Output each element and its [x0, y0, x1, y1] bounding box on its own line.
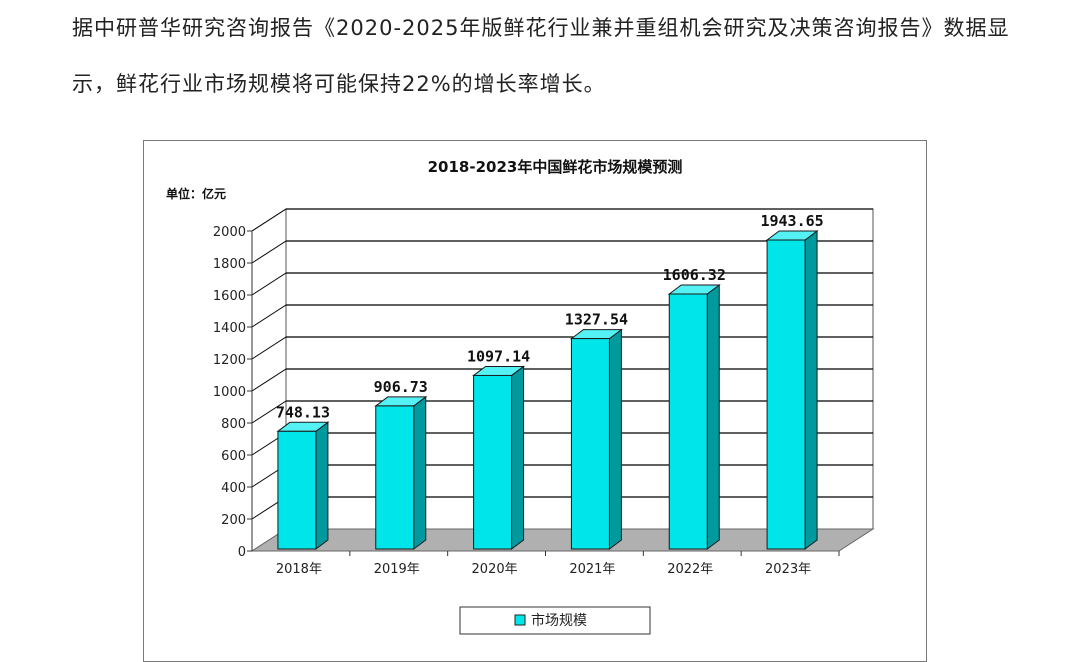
- x-tick-label: 2022年: [667, 562, 713, 577]
- y-tick-label: 400: [221, 481, 246, 496]
- y-tick-label: 1000: [213, 385, 246, 400]
- data-label: 1097.14: [467, 347, 530, 365]
- article-paragraph: 据中研普华研究咨询报告《2020-2025年版鲜花行业兼并重组机会研究及决策咨询…: [72, 16, 1010, 96]
- bar: [766, 239, 806, 550]
- x-tick-label: 2021年: [569, 562, 615, 577]
- data-label: 1606.32: [663, 266, 726, 284]
- article-text: 据中研普华研究咨询报告《2020-2025年版鲜花行业兼并重组机会研究及决策咨询…: [72, 0, 1012, 112]
- plot-area: 0 200 400 600 800 1000 1200 1400 1600 1800 2000 748…: [213, 208, 875, 577]
- bar-side: [706, 283, 720, 550]
- gridline-side: [251, 400, 287, 424]
- y-tick-label: 200: [221, 513, 246, 528]
- data-label: 1943.65: [760, 212, 823, 230]
- legend-box: [459, 606, 651, 635]
- bar: [473, 374, 513, 550]
- bar: [668, 293, 708, 550]
- bar: [277, 430, 317, 550]
- gridline-side: [251, 336, 287, 360]
- y-tick-label: 0: [238, 545, 246, 560]
- gridline-side: [251, 368, 287, 392]
- data-label: 748.13: [276, 403, 330, 421]
- data-label: 1327.54: [565, 311, 628, 329]
- x-tick-label: 2019年: [374, 562, 420, 577]
- gridline-side: [251, 304, 287, 328]
- y-tick-label: 1600: [213, 289, 246, 304]
- bar-chart: 2018-2023年中国鲜花市场规模预测 单位：亿元 0 200 400 600 800…: [166, 158, 875, 635]
- data-label: 906.73: [374, 378, 428, 396]
- bar-side: [511, 365, 525, 550]
- legend-swatch: [514, 614, 526, 626]
- bar-side: [608, 328, 622, 550]
- bar-side: [315, 421, 329, 550]
- legend-label: 市场规模: [531, 612, 587, 629]
- bar-side: [413, 395, 427, 550]
- y-tick-label: 2000: [213, 225, 246, 240]
- chart-title: 2018-2023年中国鲜花市场规模预测: [428, 158, 683, 176]
- y-tick-label: 800: [221, 417, 246, 432]
- legend: 市场规模: [459, 606, 651, 635]
- gridline-side: [251, 272, 287, 296]
- x-tick-label: 2023年: [765, 562, 811, 577]
- gridline-side: [251, 240, 287, 264]
- bar-side: [804, 230, 818, 550]
- x-tick-label: 2020年: [472, 562, 518, 577]
- chart-frame: 2018-2023年中国鲜花市场规模预测 单位：亿元 0 200 400 600 800…: [143, 140, 927, 662]
- y-tick-label: 1400: [213, 321, 246, 336]
- gridline-side: [251, 208, 287, 232]
- y-tick-label: 1800: [213, 257, 246, 272]
- y-tick-label: 1200: [213, 353, 246, 368]
- y-tick-label: 600: [221, 449, 246, 464]
- bar: [375, 405, 415, 550]
- x-tick-label: 2018年: [276, 562, 322, 577]
- unit-label: 单位：亿元: [166, 186, 226, 201]
- bar: [570, 338, 610, 550]
